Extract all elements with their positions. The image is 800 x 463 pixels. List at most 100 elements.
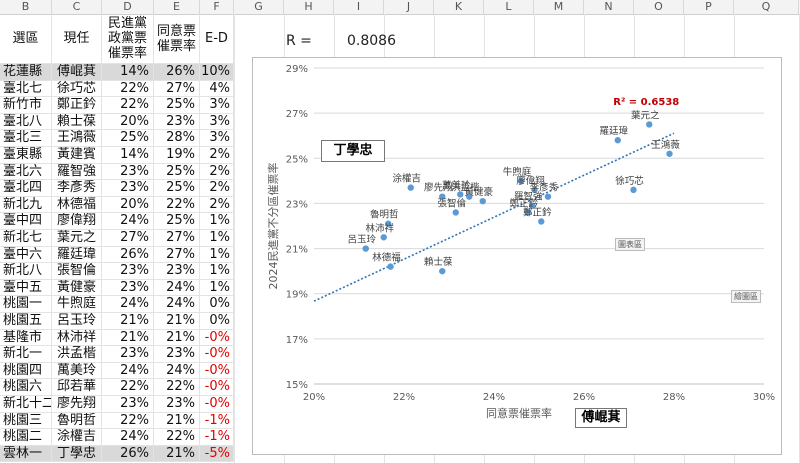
region-cell[interactable]: 新北一 [0, 346, 52, 363]
column-letter-c[interactable]: C [52, 0, 102, 14]
column-letter-p[interactable]: P [684, 0, 734, 14]
agree-rate-cell[interactable]: 19% [154, 147, 200, 164]
agree-rate-cell[interactable]: 23% [154, 113, 200, 131]
table-row[interactable]: 臺北七 徐巧芯 22% 27% 4% [0, 80, 800, 98]
incumbent-cell[interactable]: 魯明哲 [52, 412, 102, 430]
dpp-rate-cell[interactable]: 26% [102, 246, 154, 264]
diff-cell[interactable]: -1% [200, 412, 234, 430]
table-row[interactable]: 臺北四 李彥秀 23% 25% 2% [0, 180, 800, 197]
diff-cell[interactable]: -0% [200, 396, 234, 413]
column-letter-e[interactable]: E [154, 0, 200, 14]
table-row[interactable]: 桃園一 牛煦庭 24% 24% 0% [0, 296, 800, 313]
r-label[interactable]: R = [286, 33, 312, 49]
table-row[interactable]: 新北七 葉元之 27% 27% 1% [0, 230, 800, 247]
region-cell[interactable]: 新北八 [0, 263, 52, 280]
dpp-rate-cell[interactable]: 20% [102, 113, 154, 131]
dpp-rate-cell[interactable]: 23% [102, 180, 154, 197]
agree-rate-cell[interactable]: 27% [154, 246, 200, 264]
region-cell[interactable]: 基隆市 [0, 329, 52, 347]
table-row[interactable]: 桃園二 涂權吉 24% 22% -1% [0, 429, 800, 446]
diff-cell[interactable]: 1% [200, 213, 234, 230]
column-letter-g[interactable]: G [234, 0, 284, 14]
diff-cell[interactable]: 3% [200, 97, 234, 114]
table-row[interactable]: 花蓮縣 傅崐萁 14% 26% 10% [0, 64, 800, 81]
table-row[interactable]: 基隆市 林沛祥 21% 21% -0% [0, 329, 800, 347]
diff-cell[interactable]: 3% [200, 113, 234, 131]
agree-rate-cell[interactable]: 23% [154, 263, 200, 280]
column-letter-q[interactable]: Q [734, 0, 799, 14]
diff-cell[interactable]: -0% [200, 329, 234, 347]
table-row[interactable]: 臺北八 賴士葆 20% 23% 3% [0, 113, 800, 131]
column-letter-l[interactable]: L [484, 0, 534, 14]
column-letter-o[interactable]: O [634, 0, 684, 14]
header-diff[interactable]: E-D [200, 14, 234, 64]
agree-rate-cell[interactable]: 22% [154, 196, 200, 214]
incumbent-cell[interactable]: 徐巧芯 [52, 80, 102, 98]
scatter-chart[interactable]: 15% 17% 19% 21% 23% 25% 27% 29% 20% 22% 24% 26% 28% 3… [252, 57, 782, 455]
dpp-rate-cell[interactable]: 21% [102, 313, 154, 330]
incumbent-cell[interactable]: 鄭正鈐 [52, 97, 102, 114]
region-cell[interactable]: 臺北六 [0, 163, 52, 181]
header-region[interactable]: 選區 [0, 14, 52, 64]
agree-rate-cell[interactable]: 25% [154, 163, 200, 181]
region-cell[interactable]: 桃園六 [0, 379, 52, 396]
region-cell[interactable]: 新竹市 [0, 97, 52, 114]
incumbent-cell[interactable]: 林沛祥 [52, 329, 102, 347]
diff-cell[interactable]: 1% [200, 263, 234, 280]
incumbent-cell[interactable]: 傅崐萁 [52, 64, 102, 81]
region-cell[interactable]: 臺北八 [0, 113, 52, 131]
region-cell[interactable]: 桃園三 [0, 412, 52, 430]
agree-rate-cell[interactable]: 21% [154, 313, 200, 330]
incumbent-cell[interactable]: 葉元之 [52, 230, 102, 247]
dpp-rate-cell[interactable]: 26% [102, 445, 154, 463]
column-letter-m[interactable]: M [534, 0, 584, 14]
incumbent-cell[interactable]: 李彥秀 [52, 180, 102, 197]
header-dpp-rate[interactable]: 民進黨政黨票催票率 [102, 14, 154, 64]
dpp-rate-cell[interactable]: 23% [102, 346, 154, 363]
column-letter-b[interactable]: B [0, 0, 52, 14]
agree-rate-cell[interactable]: 24% [154, 362, 200, 380]
region-cell[interactable]: 桃園二 [0, 429, 52, 446]
table-row[interactable]: 新北八 張智倫 23% 23% 1% [0, 263, 800, 280]
dpp-rate-cell[interactable]: 27% [102, 230, 154, 247]
table-row[interactable]: 新北一 洪孟楷 23% 23% -0% [0, 346, 800, 363]
column-letter-i[interactable]: I [334, 0, 384, 14]
agree-rate-cell[interactable]: 22% [154, 429, 200, 446]
region-cell[interactable]: 臺中四 [0, 213, 52, 230]
table-row[interactable]: 雲林一 丁學忠 26% 21% -5% [0, 445, 800, 463]
diff-cell[interactable]: 1% [200, 246, 234, 264]
table-row[interactable]: 桃園六 邱若華 22% 22% -0% [0, 379, 800, 396]
diff-cell[interactable]: -0% [200, 379, 234, 396]
label-box-top[interactable]: 丁學忠 [321, 140, 385, 162]
region-cell[interactable]: 臺北四 [0, 180, 52, 197]
incumbent-cell[interactable]: 羅智強 [52, 163, 102, 181]
r-value[interactable]: 0.8086 [347, 33, 396, 49]
incumbent-cell[interactable]: 牛煦庭 [52, 296, 102, 313]
incumbent-cell[interactable]: 邱若華 [52, 379, 102, 396]
diff-cell[interactable]: -1% [200, 429, 234, 446]
incumbent-cell[interactable]: 洪孟楷 [52, 346, 102, 363]
table-row[interactable]: 臺東縣 黃建賓 14% 19% 2% [0, 147, 800, 164]
diff-cell[interactable]: -0% [200, 362, 234, 380]
incumbent-cell[interactable]: 羅廷瑋 [52, 246, 102, 264]
dpp-rate-cell[interactable]: 20% [102, 196, 154, 214]
dpp-rate-cell[interactable]: 23% [102, 163, 154, 181]
column-letter-h[interactable]: H [284, 0, 334, 14]
table-row[interactable]: 新竹市 鄭正鈐 22% 25% 3% [0, 97, 800, 114]
diff-cell[interactable]: 10% [200, 64, 234, 81]
region-cell[interactable]: 臺東縣 [0, 147, 52, 164]
table-row[interactable]: 臺中四 廖偉翔 24% 25% 1% [0, 213, 800, 230]
diff-cell[interactable]: 1% [200, 230, 234, 247]
region-cell[interactable]: 臺中五 [0, 279, 52, 297]
table-row[interactable]: 臺北三 王鴻薇 25% 28% 3% [0, 130, 800, 147]
dpp-rate-cell[interactable]: 21% [102, 329, 154, 347]
agree-rate-cell[interactable]: 25% [154, 180, 200, 197]
region-cell[interactable]: 臺北七 [0, 80, 52, 98]
dpp-rate-cell[interactable]: 23% [102, 263, 154, 280]
incumbent-cell[interactable]: 黃健豪 [52, 279, 102, 297]
table-row[interactable]: 新北十二 廖先翔 23% 23% -0% [0, 396, 800, 413]
region-cell[interactable]: 臺北三 [0, 130, 52, 147]
region-cell[interactable]: 桃園五 [0, 313, 52, 330]
label-box-bottom[interactable]: 傅崐萁 [575, 408, 627, 428]
dpp-rate-cell[interactable]: 22% [102, 379, 154, 396]
